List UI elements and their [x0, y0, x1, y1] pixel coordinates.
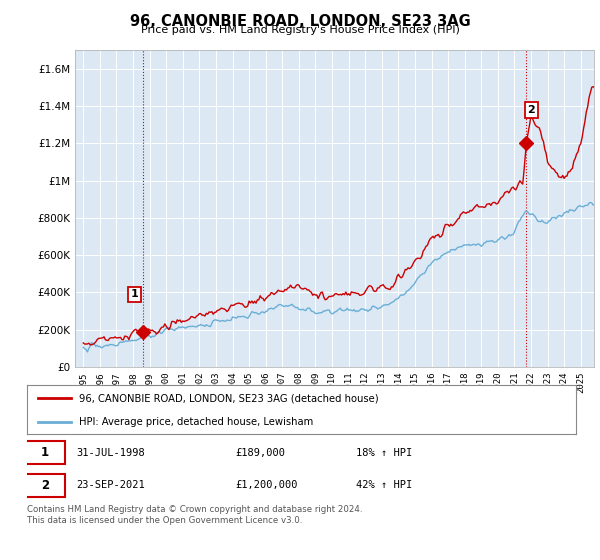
Text: 2: 2 [527, 105, 535, 115]
Text: 1: 1 [41, 446, 49, 459]
Text: 2: 2 [41, 479, 49, 492]
FancyBboxPatch shape [24, 474, 65, 497]
Text: Contains HM Land Registry data © Crown copyright and database right 2024.
This d: Contains HM Land Registry data © Crown c… [27, 505, 362, 525]
FancyBboxPatch shape [24, 441, 65, 464]
Text: 1: 1 [130, 290, 138, 300]
Text: 31-JUL-1998: 31-JUL-1998 [76, 448, 145, 458]
Text: 18% ↑ HPI: 18% ↑ HPI [356, 448, 413, 458]
Text: £1,200,000: £1,200,000 [236, 480, 298, 490]
Text: 42% ↑ HPI: 42% ↑ HPI [356, 480, 413, 490]
Text: 96, CANONBIE ROAD, LONDON, SE23 3AG (detached house): 96, CANONBIE ROAD, LONDON, SE23 3AG (det… [79, 393, 379, 403]
Text: 96, CANONBIE ROAD, LONDON, SE23 3AG: 96, CANONBIE ROAD, LONDON, SE23 3AG [130, 14, 470, 29]
Text: HPI: Average price, detached house, Lewisham: HPI: Average price, detached house, Lewi… [79, 417, 313, 427]
Text: £189,000: £189,000 [236, 448, 286, 458]
Text: 23-SEP-2021: 23-SEP-2021 [76, 480, 145, 490]
Text: Price paid vs. HM Land Registry's House Price Index (HPI): Price paid vs. HM Land Registry's House … [140, 25, 460, 35]
